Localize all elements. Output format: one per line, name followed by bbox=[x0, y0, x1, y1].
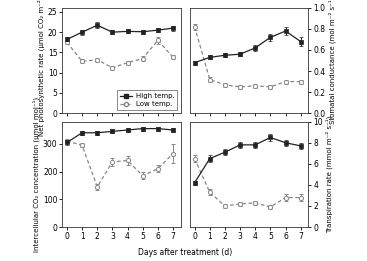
Y-axis label: Transpiration rate (mmol m⁻² s⁻¹): Transpiration rate (mmol m⁻² s⁻¹) bbox=[326, 116, 333, 233]
Text: Days after treatment (d): Days after treatment (d) bbox=[138, 248, 232, 257]
Y-axis label: Stomatal conductance (mol m⁻² s⁻¹): Stomatal conductance (mol m⁻² s⁻¹) bbox=[328, 0, 335, 124]
Legend: High temp., Low temp.: High temp., Low temp. bbox=[117, 91, 177, 110]
Y-axis label: Intercellular CO₂ concentration (μmol mol⁻¹): Intercellular CO₂ concentration (μmol mo… bbox=[33, 97, 40, 252]
Y-axis label: Net photosynthetic rate (μmol CO₂ m⁻² s⁻¹): Net photosynthetic rate (μmol CO₂ m⁻² s⁻… bbox=[38, 0, 45, 137]
